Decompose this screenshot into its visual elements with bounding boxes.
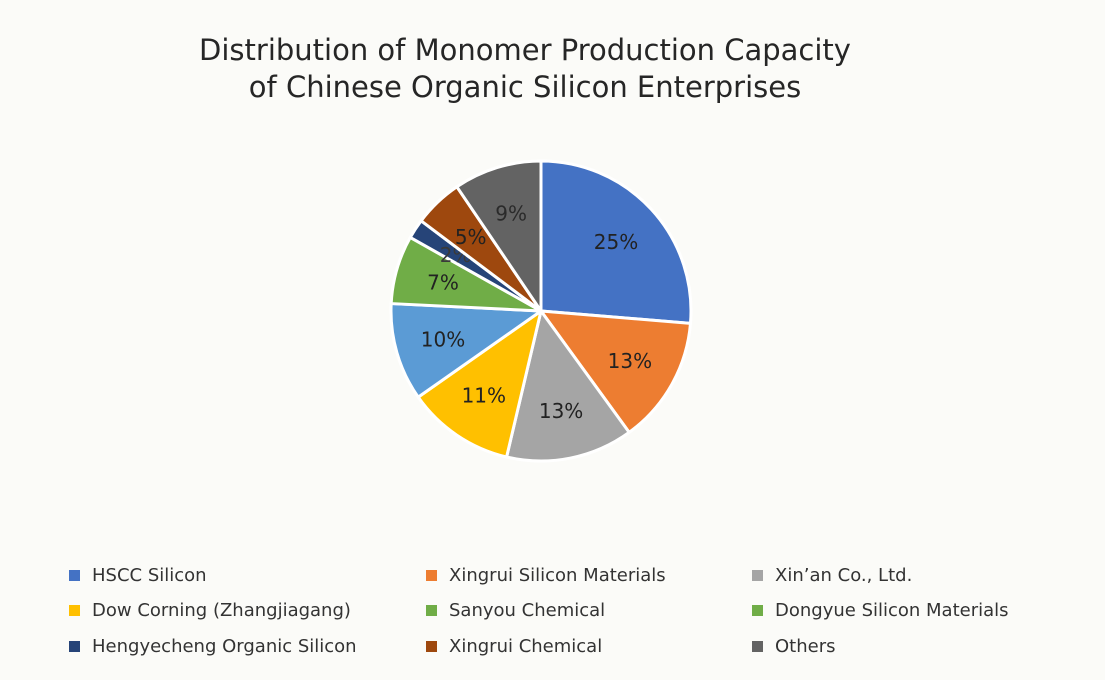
legend-swatch <box>426 570 437 581</box>
legend-label: Xin’an Co., Ltd. <box>775 565 913 586</box>
pie-slice-xin-an-co-ltd <box>505 309 631 463</box>
data-label-dongyue-silicon-materials: 10% <box>421 327 465 351</box>
legend-item-xingrui-silicon-materials: Xingrui Silicon Materials <box>426 565 666 586</box>
chart-title-line-1: Distribution of Monomer Production Capac… <box>199 33 851 67</box>
legend-label: Xingrui Chemical <box>449 636 603 657</box>
data-label-xin-an-co-ltd: 13% <box>539 399 583 423</box>
legend-item-xin-an-co-ltd: Xin’an Co., Ltd. <box>752 565 912 586</box>
legend-item-dow-corning-zhangjiagang: Dow Corning (Zhangjiagang) <box>69 600 351 621</box>
legend-label: Others <box>775 636 836 657</box>
legend-swatch <box>426 605 437 616</box>
pie-slice-xingrui-silicon-materials <box>539 309 692 434</box>
data-label-xingrui-chemical: 5% <box>455 225 487 249</box>
legend-item-hscc-silicon: HSCC Silicon <box>69 565 207 586</box>
pie-slice-dongyue-silicon-materials <box>389 302 543 399</box>
legend-swatch <box>69 605 80 616</box>
legend-swatch <box>752 605 763 616</box>
legend-label: HSCC Silicon <box>92 565 207 586</box>
data-label-sanyou-chemical: 7% <box>427 271 459 295</box>
legend-label: Sanyou Chemical <box>449 600 606 621</box>
legend-item-others: Others <box>752 636 836 657</box>
data-label-others: 9% <box>495 202 527 226</box>
legend-label: Dow Corning (Zhangjiagang) <box>92 600 351 621</box>
chart-title-line-2: of Chinese Organic Silicon Enterprises <box>248 70 802 104</box>
legend-swatch <box>752 570 763 581</box>
legend-item-sanyou-chemical: Sanyou Chemical <box>426 600 605 621</box>
legend-swatch <box>69 641 80 652</box>
legend-swatch <box>752 641 763 652</box>
chart-title: Distribution of Monomer Production Capac… <box>0 32 1050 106</box>
legend-item-xingrui-chemical: Xingrui Chemical <box>426 636 602 657</box>
data-label-dow-corning-zhangjiagang: 11% <box>462 384 506 408</box>
legend-item-hengyecheng-organic-silicon: Hengyecheng Organic Silicon <box>69 636 357 657</box>
legend-swatch <box>69 570 80 581</box>
legend-item-dongyue-silicon-materials: Dongyue Silicon Materials <box>752 600 1009 621</box>
legend-label: Hengyecheng Organic Silicon <box>92 636 357 657</box>
legend-label: Xingrui Silicon Materials <box>449 565 666 586</box>
pie-slice-dow-corning-zhangjiagang <box>416 309 543 459</box>
legend-swatch <box>426 641 437 652</box>
pie-slice-others <box>455 159 543 313</box>
data-label-xingrui-silicon-materials: 13% <box>608 349 652 373</box>
legend-label: Dongyue Silicon Materials <box>775 600 1009 621</box>
data-label-hscc-silicon: 25% <box>594 230 638 254</box>
pie-slice-hscc-silicon <box>539 159 693 325</box>
